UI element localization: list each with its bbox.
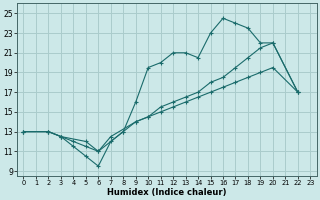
X-axis label: Humidex (Indice chaleur): Humidex (Indice chaleur) [107,188,227,197]
